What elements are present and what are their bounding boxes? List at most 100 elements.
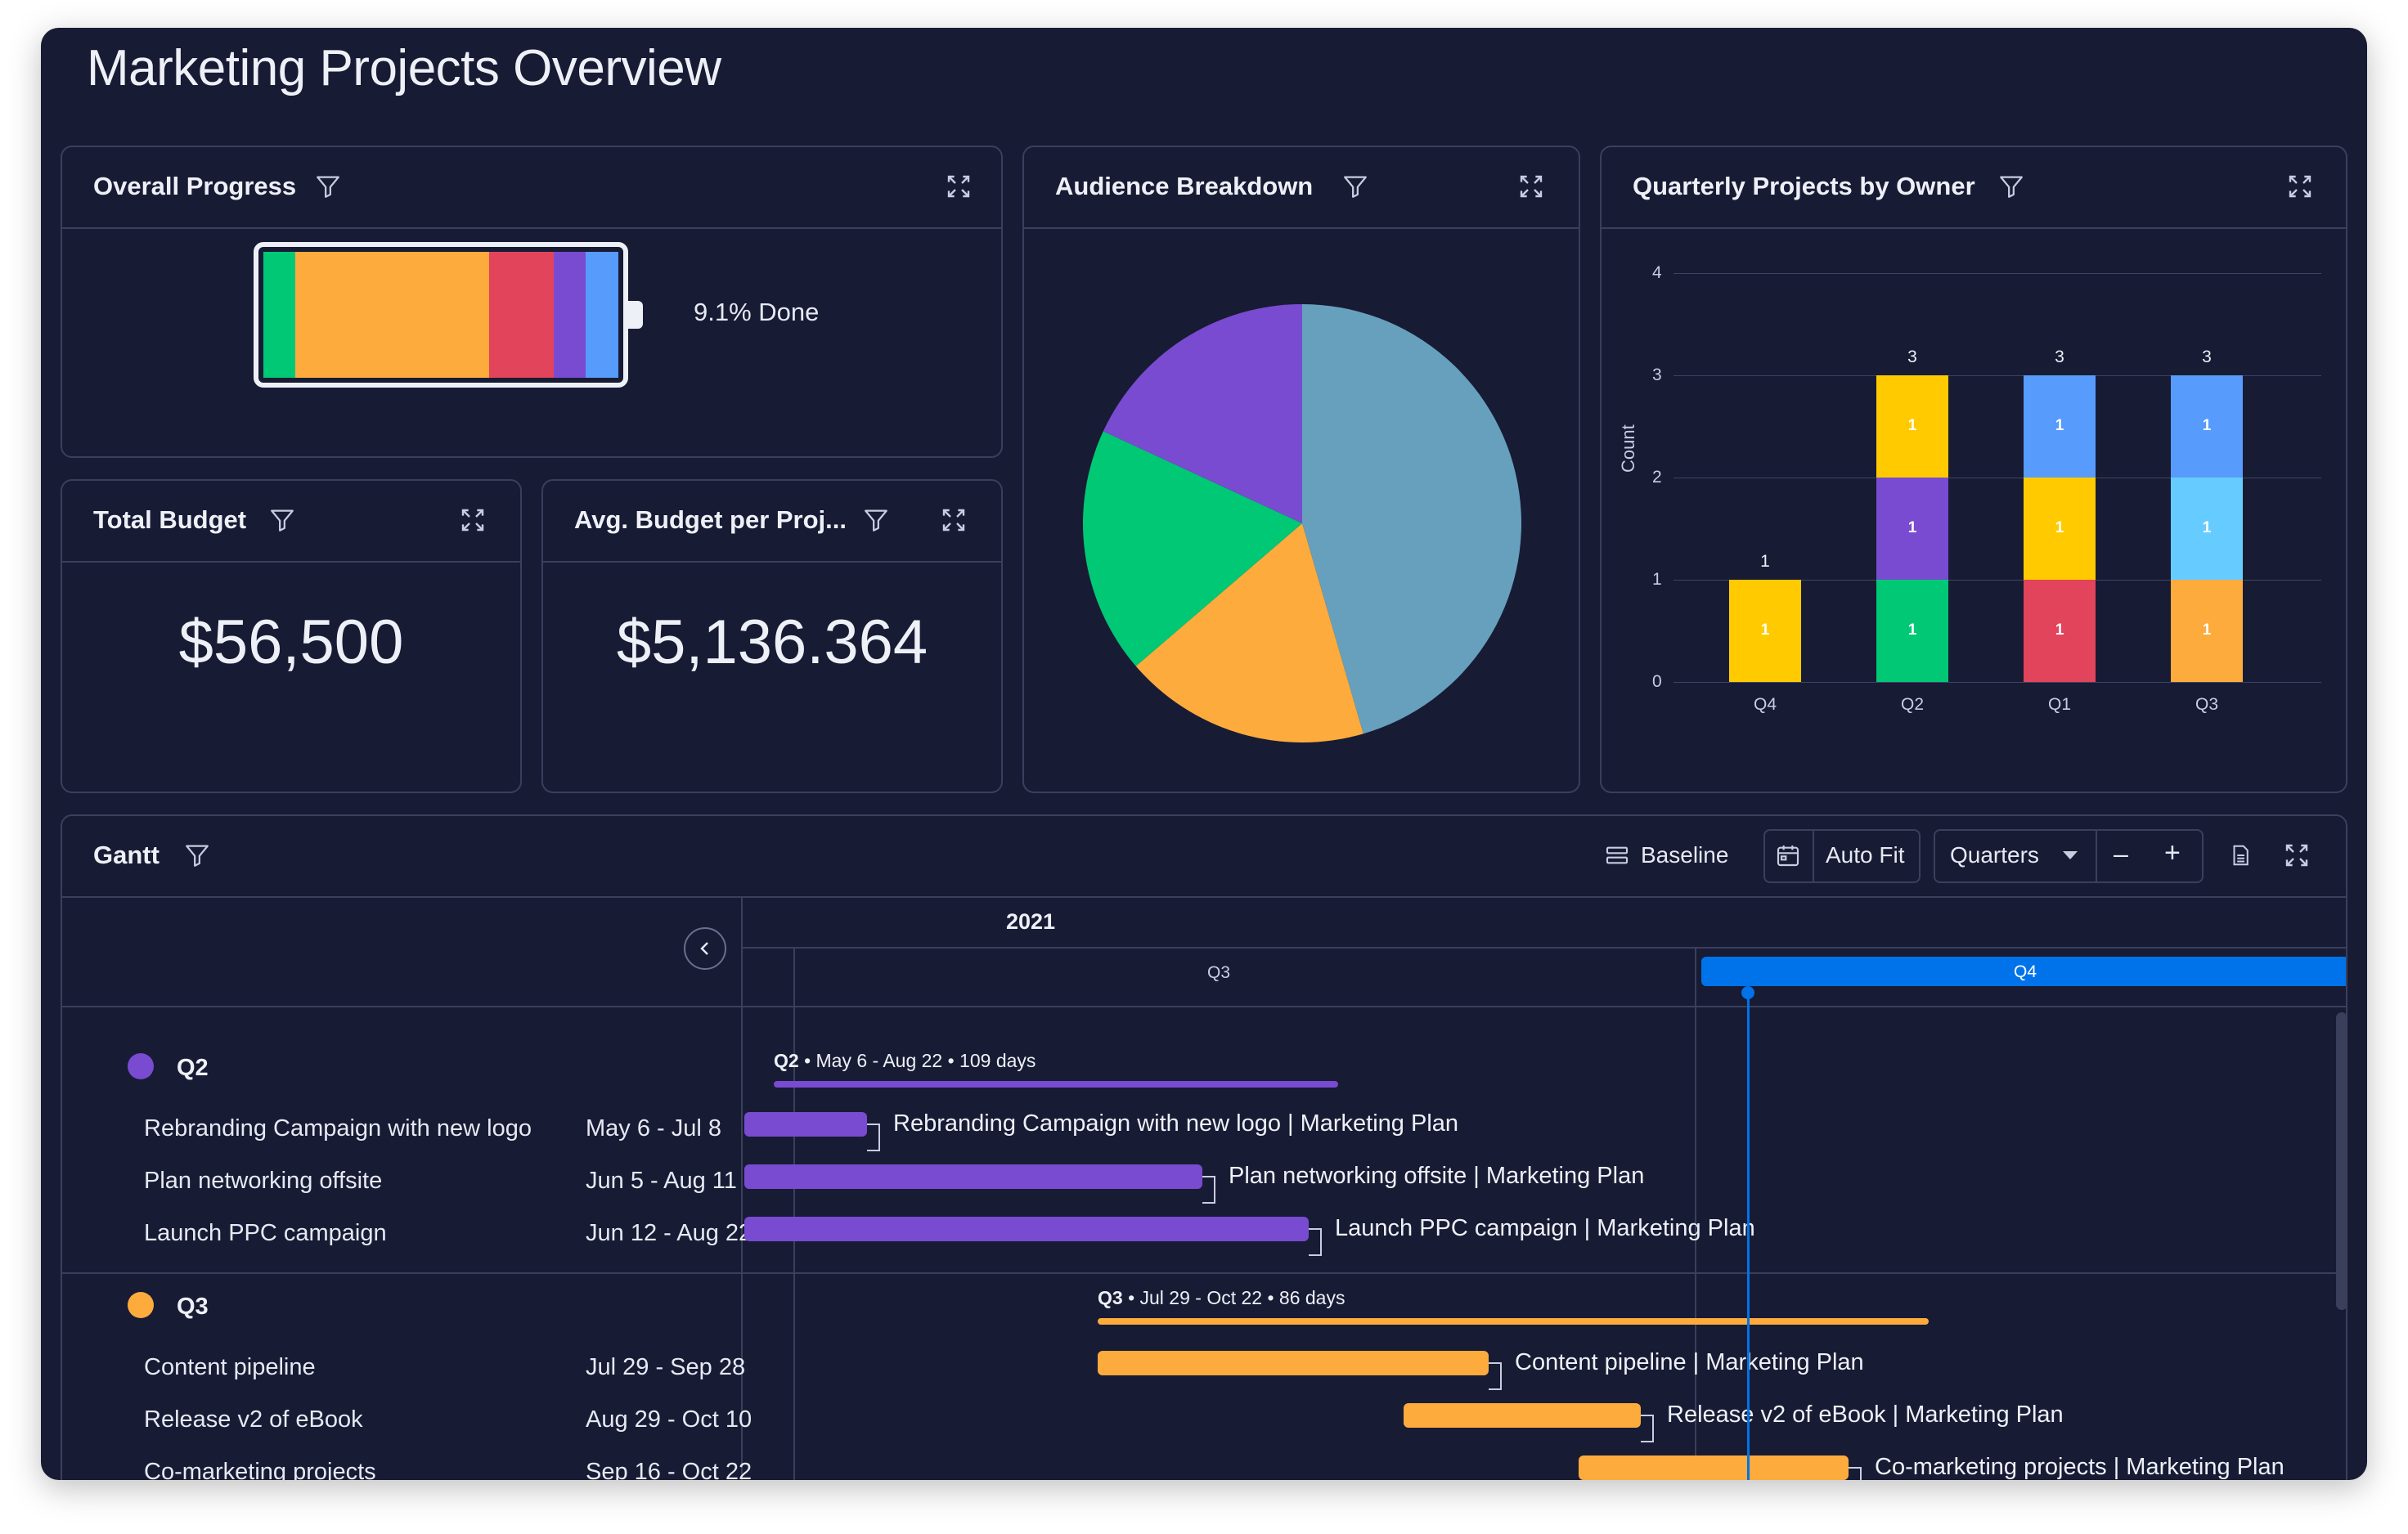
filter-icon[interactable] — [862, 505, 890, 535]
progress-segment-planning — [586, 252, 618, 378]
widget-header: Audience Breakdown — [1024, 147, 1579, 229]
x-tick-label: Q3 — [2195, 695, 2218, 714]
bar-segment[interactable]: 1 — [2024, 478, 2096, 580]
bar-segment[interactable]: 1 — [1876, 580, 1948, 682]
bar-segment[interactable]: 1 — [2171, 375, 2243, 478]
bar-segment-label: 1 — [2055, 518, 2064, 536]
task-name[interactable]: Plan networking offsite — [144, 1168, 383, 1194]
group-name[interactable]: Q3 — [177, 1294, 209, 1320]
total-budget-widget: Total Budget $56,500 — [61, 479, 522, 793]
bar-segment[interactable]: 1 — [1876, 478, 1948, 580]
task-name[interactable]: Co-marketing projects — [144, 1459, 376, 1480]
zoom-out-button[interactable]: – — [2114, 839, 2128, 868]
gantt-bar[interactable] — [744, 1217, 1309, 1241]
bar-segment[interactable]: 1 — [2024, 580, 2096, 682]
pie-slice[interactable] — [1302, 304, 1521, 734]
bar-segment[interactable]: 1 — [1876, 375, 1948, 478]
calendar-icon[interactable] — [1775, 842, 1801, 868]
bar-segment-label: 1 — [2055, 621, 2064, 639]
gantt-widget: Gantt Baseline Auto Fit Quarters – + 202… — [61, 814, 2347, 1480]
y-tick-label: 0 — [1652, 672, 1662, 691]
pie-slice[interactable] — [1083, 431, 1302, 666]
zoom-in-button[interactable]: + — [2164, 837, 2181, 868]
task-dates: May 6 - Jul 8 — [586, 1115, 721, 1142]
task-name[interactable]: Release v2 of eBook — [144, 1406, 363, 1433]
expand-icon[interactable] — [460, 507, 486, 533]
bar-segment-label: 1 — [2202, 518, 2212, 536]
chevron-down-icon[interactable] — [2061, 849, 2079, 862]
task-name[interactable]: Launch PPC campaign — [144, 1220, 387, 1246]
expand-icon[interactable] — [946, 173, 972, 200]
filter-icon[interactable] — [183, 841, 211, 870]
avg-budget-value: $5,136.364 — [616, 608, 928, 677]
gridline — [1673, 273, 2321, 274]
vertical-scrollbar[interactable] — [2336, 1012, 2346, 1310]
dependency-connector — [1489, 1362, 1502, 1390]
filter-icon[interactable] — [268, 505, 296, 535]
zoom-controls — [1934, 829, 2204, 883]
today-line — [1747, 991, 1750, 1480]
group-summary-name: Q2 — [774, 1050, 799, 1071]
overall-progress-widget: Overall Progress 9.1% Done DoneWorking o… — [61, 146, 1003, 458]
baseline-icon — [1606, 846, 1629, 864]
avg-budget-widget: Avg. Budget per Proj... $5,136.364 — [541, 479, 1003, 793]
gantt-bar[interactable] — [744, 1112, 867, 1137]
bar-segment[interactable]: 1 — [1729, 580, 1801, 682]
battery-cap — [628, 301, 643, 329]
gridline — [1673, 682, 2321, 683]
export-icon[interactable] — [2228, 842, 2253, 868]
progress-battery — [254, 242, 628, 388]
widget-title: Overall Progress — [93, 172, 297, 200]
filter-icon[interactable] — [1997, 172, 2025, 201]
filter-icon[interactable] — [314, 172, 342, 201]
total-budget-value: $56,500 — [178, 608, 404, 677]
quarter-line — [1695, 949, 1696, 1480]
group-dot — [128, 1292, 154, 1318]
group-summary-dates: • Jul 29 - Oct 22 • 86 days — [1122, 1287, 1346, 1308]
zoom-select[interactable]: Quarters — [1950, 842, 2039, 868]
task-dates: Jul 29 - Sep 28 — [586, 1354, 746, 1380]
timeline-year: 2021 — [1006, 909, 1056, 934]
baseline-button[interactable]: Baseline — [1641, 842, 1729, 868]
gantt-bar[interactable] — [744, 1164, 1202, 1189]
progress-segment-research — [553, 252, 586, 378]
quarter-header-q3: Q3 — [1207, 963, 1231, 982]
group-summary-label: Q2 • May 6 - Aug 22 • 109 days — [774, 1050, 1036, 1072]
task-dates: Jun 5 - Aug 11 — [586, 1168, 737, 1194]
widget-title: Audience Breakdown — [1055, 172, 1314, 200]
gantt-bar[interactable] — [1098, 1351, 1489, 1375]
task-name[interactable]: Rebranding Campaign with new logo — [144, 1115, 532, 1142]
bar-segment[interactable]: 1 — [2024, 375, 2096, 478]
pie-slice[interactable] — [1103, 304, 1302, 523]
expand-icon[interactable] — [2287, 173, 2313, 200]
bar-total-label: 3 — [1907, 348, 1917, 366]
dependency-connector — [867, 1124, 880, 1151]
filter-icon[interactable] — [1341, 172, 1369, 201]
chevron-left-icon[interactable] — [696, 940, 714, 958]
y-tick-label: 1 — [1652, 570, 1662, 589]
gantt-bar[interactable] — [1404, 1403, 1641, 1428]
task-dates: Aug 29 - Oct 10 — [586, 1406, 752, 1433]
gantt-bar[interactable] — [1579, 1456, 1849, 1480]
bar-total-label: 3 — [2202, 348, 2212, 366]
expand-icon[interactable] — [2284, 842, 2310, 868]
divider — [1813, 829, 1814, 883]
gantt-bar-label: Content pipeline | Marketing Plan — [1515, 1349, 1864, 1375]
bar-total-label: 1 — [1760, 552, 1770, 571]
divider — [2096, 829, 2097, 883]
gantt-bar-label: Rebranding Campaign with new logo | Mark… — [893, 1110, 1459, 1137]
pie-slice[interactable] — [1135, 523, 1363, 742]
auto-fit-label[interactable]: Auto Fit — [1826, 842, 1905, 868]
auto-fit-button[interactable] — [1763, 829, 1921, 883]
task-name[interactable]: Content pipeline — [144, 1354, 316, 1380]
widget-header: Gantt Baseline Auto Fit Quarters – + — [62, 816, 2346, 898]
collapse-panel-button[interactable] — [684, 927, 726, 970]
expand-icon[interactable] — [941, 507, 967, 533]
expand-icon[interactable] — [1518, 173, 1544, 200]
group-name[interactable]: Q2 — [177, 1055, 209, 1081]
bar-segment[interactable]: 1 — [2171, 478, 2243, 580]
group-summary-bar — [1098, 1318, 1929, 1325]
bar-segment[interactable]: 1 — [2171, 580, 2243, 682]
progress-segment-working-on-it — [295, 252, 489, 378]
widget-header: Overall Progress — [62, 147, 1001, 229]
